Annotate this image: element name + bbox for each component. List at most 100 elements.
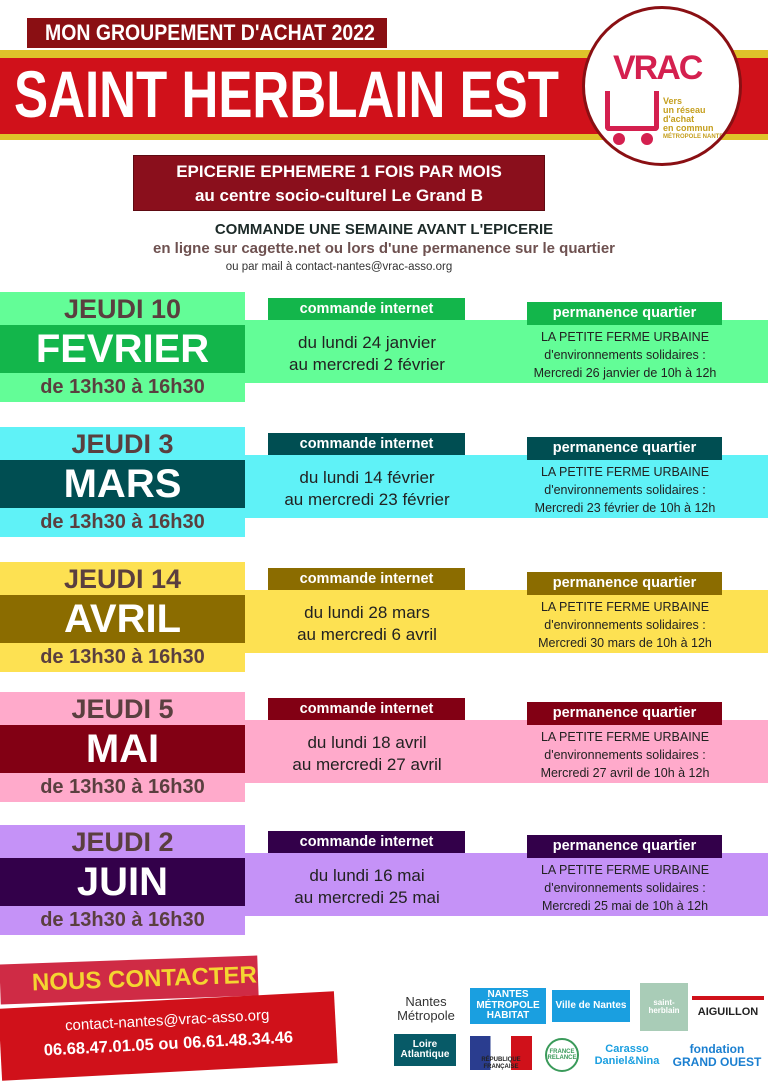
permanence-line: LA PETITE FERME URBAINE: [540, 465, 710, 479]
commande-email-note: ou par mail à contact-nantes@vrac-asso.o…: [225, 261, 453, 273]
order-line: du lundi 28 mars: [304, 603, 430, 622]
logo-tagline-line: un réseau: [663, 105, 706, 115]
order-line: au mercredi 6 avril: [297, 625, 437, 644]
permanence-line: Mercredi 23 février de 10h à 12h: [534, 501, 716, 515]
permanence-info: LA PETITE FERME URBAINE d'environnements …: [505, 861, 745, 915]
order-line: du lundi 14 février: [299, 468, 435, 487]
logo-tagline-line: Vers: [663, 96, 683, 106]
order-line: au mercredi 27 avril: [292, 755, 442, 774]
partner-logo-fondation: fondation GRAND OUEST: [672, 1042, 762, 1069]
permanence-tag: permanence quartier: [527, 302, 722, 325]
order-line: du lundi 16 mai: [309, 866, 425, 885]
partner-logo-aiguillon: AIGUILLON: [692, 996, 764, 1026]
session-month: JUIN: [0, 858, 245, 906]
logo-tagline-line: en commun: [663, 123, 714, 133]
session-month: AVRIL: [0, 595, 245, 643]
order-period: du lundi 16 mai au mercredi 25 mai: [245, 865, 489, 909]
session-block: JEUDI 3 MARS de 13h30 à 16h30 commande i…: [0, 427, 768, 539]
partner-logo-france-relance: FRANCE RELANCE: [545, 1038, 579, 1072]
permanence-line: LA PETITE FERME URBAINE: [540, 730, 710, 744]
permanence-info: LA PETITE FERME URBAINE d'environnements …: [505, 463, 745, 517]
cart-wheel-icon: [641, 133, 653, 145]
permanence-line: d'environnements solidaires :: [544, 881, 706, 895]
permanence-line: Mercredi 26 janvier de 10h à 12h: [533, 366, 717, 380]
partner-logo-saint-herblain: saint-herblain: [640, 983, 688, 1031]
permanence-tag: permanence quartier: [527, 702, 722, 725]
order-line: du lundi 24 janvier: [298, 333, 436, 352]
permanence-line: LA PETITE FERME URBAINE: [540, 330, 710, 344]
permanence-line: Mercredi 30 mars de 10h à 12h: [538, 636, 712, 650]
order-tag: commande internet: [268, 831, 465, 853]
cart-icon: [605, 91, 659, 131]
order-line: au mercredi 25 mai: [294, 888, 440, 907]
permanence-line: d'environnements solidaires :: [544, 483, 706, 497]
session-hours: de 13h30 à 16h30: [0, 906, 245, 935]
vrac-logo: VRAC Vers un réseau d'achat en commun MÉTROP…: [582, 6, 742, 166]
permanence-line: Mercredi 25 mai de 10h à 12h: [541, 899, 709, 913]
session-hours: de 13h30 à 16h30: [0, 643, 245, 672]
permanence-tag: permanence quartier: [527, 572, 722, 595]
permanence-line: d'environnements solidaires :: [544, 748, 706, 762]
permanence-line: LA PETITE FERME URBAINE: [540, 600, 710, 614]
partner-logo-nantes-metropole: Nantes Métropole: [397, 994, 455, 1023]
permanence-info: LA PETITE FERME URBAINE d'environnements …: [505, 728, 745, 782]
epicerie-line1: EPICERIE EPHEMERE 1 FOIS PAR MOIS: [176, 162, 502, 181]
session-hours: de 13h30 à 16h30: [0, 373, 245, 402]
session-block: JEUDI 2 JUIN de 13h30 à 16h30 commande i…: [0, 825, 768, 937]
session-day: JEUDI 5: [0, 692, 245, 725]
session-month: MARS: [0, 460, 245, 508]
partner-logo-nmh: NANTES MÉTROPOLE HABITAT: [470, 988, 546, 1024]
order-period: du lundi 28 mars au mercredi 6 avril: [245, 602, 489, 646]
order-line: au mercredi 23 février: [284, 490, 450, 509]
permanence-line: d'environnements solidaires :: [544, 618, 706, 632]
session-hours: de 13h30 à 16h30: [0, 773, 245, 802]
order-tag: commande internet: [268, 568, 465, 590]
page-title: SAINT HERBLAIN EST: [14, 57, 559, 131]
partner-logo-ville-nantes: Ville de Nantes: [552, 990, 630, 1022]
epicerie-line2: au centre socio-culturel Le Grand B: [194, 186, 484, 205]
contact-box: contact-nantes@vrac-asso.org 06.68.47.01…: [0, 991, 338, 1081]
kicker: MON GROUPEMENT D'ACHAT 2022: [45, 20, 375, 45]
permanence-tag: permanence quartier: [527, 835, 722, 858]
logo-tagline-line: d'achat: [663, 114, 695, 124]
session-month: MAI: [0, 725, 245, 773]
session-band: [245, 720, 768, 783]
session-day: JEUDI 3: [0, 427, 245, 460]
session-day: JEUDI 2: [0, 825, 245, 858]
order-line: du lundi 18 avril: [307, 733, 427, 752]
order-tag: commande internet: [268, 298, 465, 320]
session-month: FEVRIER: [0, 325, 245, 373]
session-block: JEUDI 14 AVRIL de 13h30 à 16h30 commande…: [0, 562, 768, 674]
order-tag: commande internet: [268, 698, 465, 720]
logo-tagline: Vers un réseau d'achat en commun MÉTROPOLE N…: [663, 97, 727, 141]
commande-subheading: en ligne sur cagette.net ou lors d'une p…: [152, 240, 616, 257]
order-period: du lundi 14 février au mercredi 23 févrie…: [245, 467, 489, 511]
order-period: du lundi 24 janvier au mercredi 2 février: [245, 332, 489, 376]
partner-logo-loire-atlantique: Loire Atlantique: [394, 1034, 456, 1066]
order-tag: commande internet: [268, 433, 465, 455]
commande-heading: COMMANDE UNE SEMAINE AVANT L'EPICERIE: [214, 221, 554, 238]
session-block: JEUDI 5 MAI de 13h30 à 16h30 commande in…: [0, 692, 768, 804]
session-day: JEUDI 10: [0, 292, 245, 325]
permanence-info: LA PETITE FERME URBAINE d'environnements …: [505, 598, 745, 652]
kicker-box: MON GROUPEMENT D'ACHAT 2022: [27, 18, 387, 48]
permanence-info: LA PETITE FERME URBAINE d'environnements …: [505, 328, 745, 382]
logo-brand: VRAC: [613, 49, 703, 87]
session-band: [245, 853, 768, 916]
logo-tagline-line: MÉTROPOLE NANTES: [663, 134, 728, 140]
permanence-line: d'environnements solidaires :: [544, 348, 706, 362]
permanence-tag: permanence quartier: [527, 437, 722, 460]
session-day: JEUDI 14: [0, 562, 245, 595]
cart-wheel-icon: [613, 133, 625, 145]
partner-logo-carasso: Carasso Daniel&Nina: [594, 1043, 660, 1067]
session-band: [245, 455, 768, 518]
permanence-line: Mercredi 27 avril de 10h à 12h: [540, 766, 710, 780]
session-hours: de 13h30 à 16h30: [0, 508, 245, 537]
session-band: [245, 320, 768, 383]
session-band: [245, 590, 768, 653]
epicerie-banner: EPICERIE EPHEMERE 1 FOIS PAR MOIS au cen…: [133, 155, 545, 211]
permanence-line: LA PETITE FERME URBAINE: [540, 863, 710, 877]
order-period: du lundi 18 avril au mercredi 27 avril: [245, 732, 489, 776]
session-block: JEUDI 10 FEVRIER de 13h30 à 16h30 comman…: [0, 292, 768, 404]
partner-logo-republique: RÉPUBLIQUE FRANÇAISE: [470, 1036, 532, 1070]
